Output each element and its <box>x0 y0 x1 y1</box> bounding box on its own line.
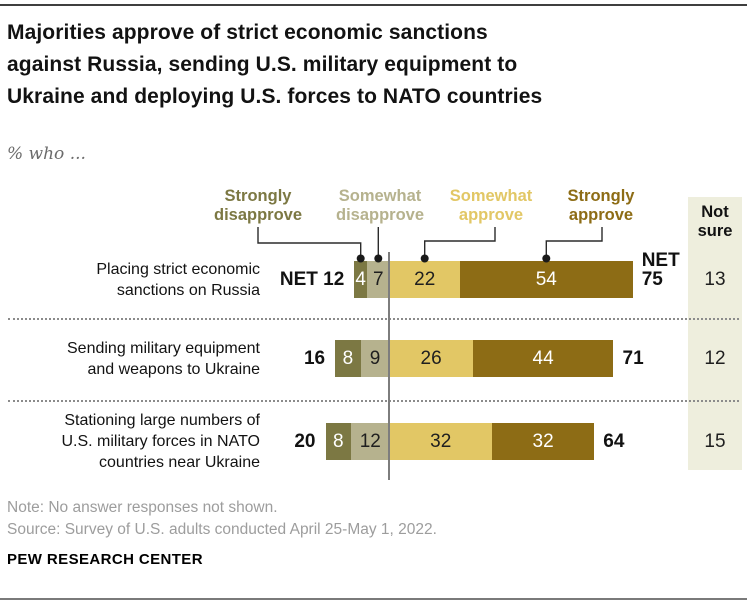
legend-strongly-disapprove: Strongly disapprove <box>213 187 303 224</box>
bar-segment-strongly-disapprove: 8 <box>325 423 352 460</box>
chart-title-line-1: Majorities approve of strict economic sa… <box>7 21 488 44</box>
not-sure-value: 15 <box>704 431 726 452</box>
legend-strongly-approve: Strongly approve <box>567 187 635 224</box>
not-sure-value: 12 <box>704 348 726 369</box>
chart-title-line-2: against Russia, sending U.S. military eq… <box>7 53 518 76</box>
net-disapprove-value: 16 <box>303 348 326 369</box>
chart-source: Source: Survey of U.S. adults conducted … <box>7 521 437 538</box>
top-rule <box>0 4 747 6</box>
legend-somewhat-approve: Somewhat approve <box>449 187 533 224</box>
bar-segment-somewhat-disapprove: 9 <box>360 340 390 377</box>
bar-segment-strongly-approve: 32 <box>491 423 595 460</box>
bar-segment-somewhat-disapprove: 7 <box>367 261 390 298</box>
not-sure-column-header: Not sure <box>697 203 733 240</box>
row-separator-2 <box>8 400 739 402</box>
chart-subtitle: % who ... <box>7 144 86 164</box>
bar-segment-somewhat-approve: 22 <box>389 261 460 298</box>
row-label-3: Stationing large numbers of U.S. military… <box>61 412 260 471</box>
net-disapprove-value: NET 12 <box>279 269 345 290</box>
net-approve-value: 64 <box>603 431 625 452</box>
row-separator-1 <box>8 318 739 320</box>
brand-pew-research-center: PEW RESEARCH CENTER <box>7 551 203 568</box>
not-sure-column-band <box>688 197 742 470</box>
bar-segment-somewhat-disapprove: 12 <box>351 423 390 460</box>
bottom-rule <box>0 598 747 600</box>
zero-axis-line <box>388 252 390 480</box>
connector-line-strongly-approve <box>545 227 603 258</box>
chart-title-line-3: Ukraine and deploying U.S. forces to NAT… <box>7 85 543 108</box>
chart-title: Majorities approve of strict economic sa… <box>7 17 542 113</box>
chart-note: Note: No answer responses not shown. <box>7 499 278 516</box>
net-disapprove-value: 20 <box>294 431 316 452</box>
bar-segment-strongly-disapprove: 8 <box>335 340 361 377</box>
bar-segment-strongly-approve: 54 <box>459 261 633 298</box>
bar-segment-somewhat-approve: 32 <box>389 423 492 460</box>
bar-segment-strongly-disapprove: 4 <box>354 261 368 298</box>
row-label-1: Placing strict economic sanctions on Russ… <box>96 260 260 299</box>
net-approve-value: NET 75 <box>641 250 680 290</box>
net-approve-value: 71 <box>622 348 644 369</box>
row-label-2: Sending military equipment and weapons to… <box>67 339 260 378</box>
connector-line-somewhat-approve <box>424 227 496 258</box>
legend-somewhat-disapprove: Somewhat disapprove <box>335 187 425 224</box>
bar-segment-somewhat-approve: 26 <box>389 340 473 377</box>
bar-segment-strongly-approve: 44 <box>472 340 614 377</box>
not-sure-value: 13 <box>704 269 726 290</box>
connector-line-strongly-disapprove <box>257 227 362 258</box>
